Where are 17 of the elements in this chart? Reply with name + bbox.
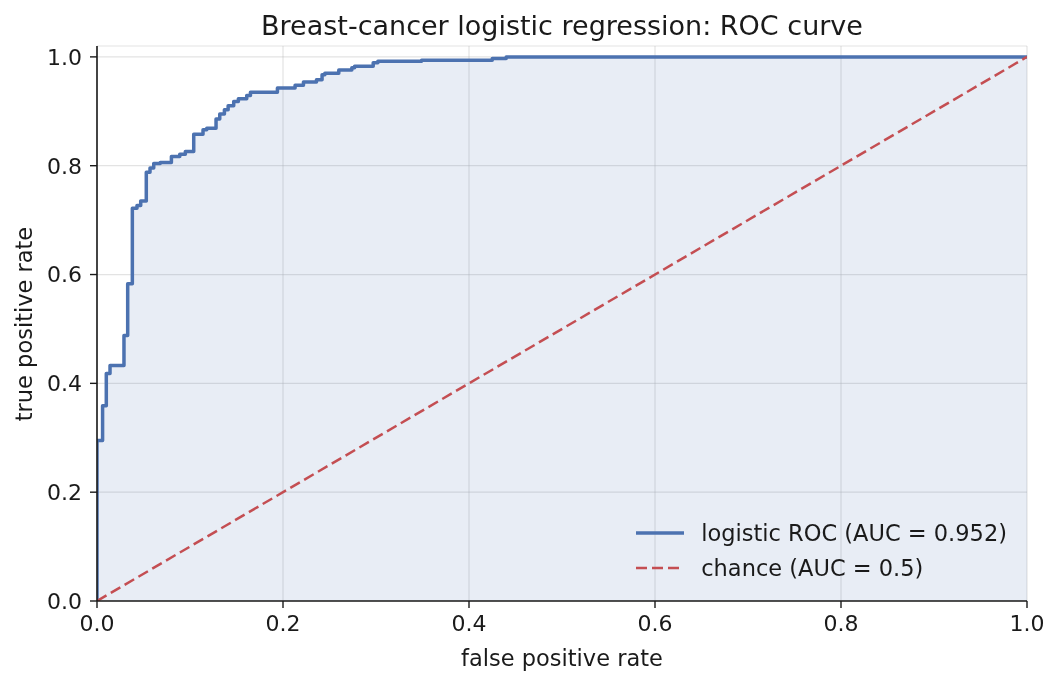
y-tick-label: 0.6 (47, 262, 82, 288)
y-tick-label: 0.0 (47, 588, 82, 614)
y-axis-title: true positive rate (11, 226, 37, 421)
y-tick-label: 0.4 (47, 371, 82, 397)
y-tick-label: 0.2 (47, 479, 82, 505)
x-tick-label: 1.0 (1009, 610, 1045, 636)
y-tick-label: 0.8 (47, 153, 82, 179)
x-axis-title: false positive rate (461, 645, 663, 671)
chart-title: Breast-cancer logistic regression: ROC curve (260, 10, 864, 42)
y-tick-label: 1.0 (47, 44, 82, 70)
x-tick-label: 0.8 (823, 610, 859, 636)
legend-label: logistic ROC (AUC = 0.952) (701, 520, 1007, 546)
x-tick-label: 0.4 (451, 610, 487, 636)
x-tick-label: 0.2 (265, 610, 301, 636)
legend-label: chance (AUC = 0.5) (701, 555, 924, 581)
x-tick-label: 0.6 (637, 610, 673, 636)
x-tick-label: 0.0 (79, 610, 115, 636)
